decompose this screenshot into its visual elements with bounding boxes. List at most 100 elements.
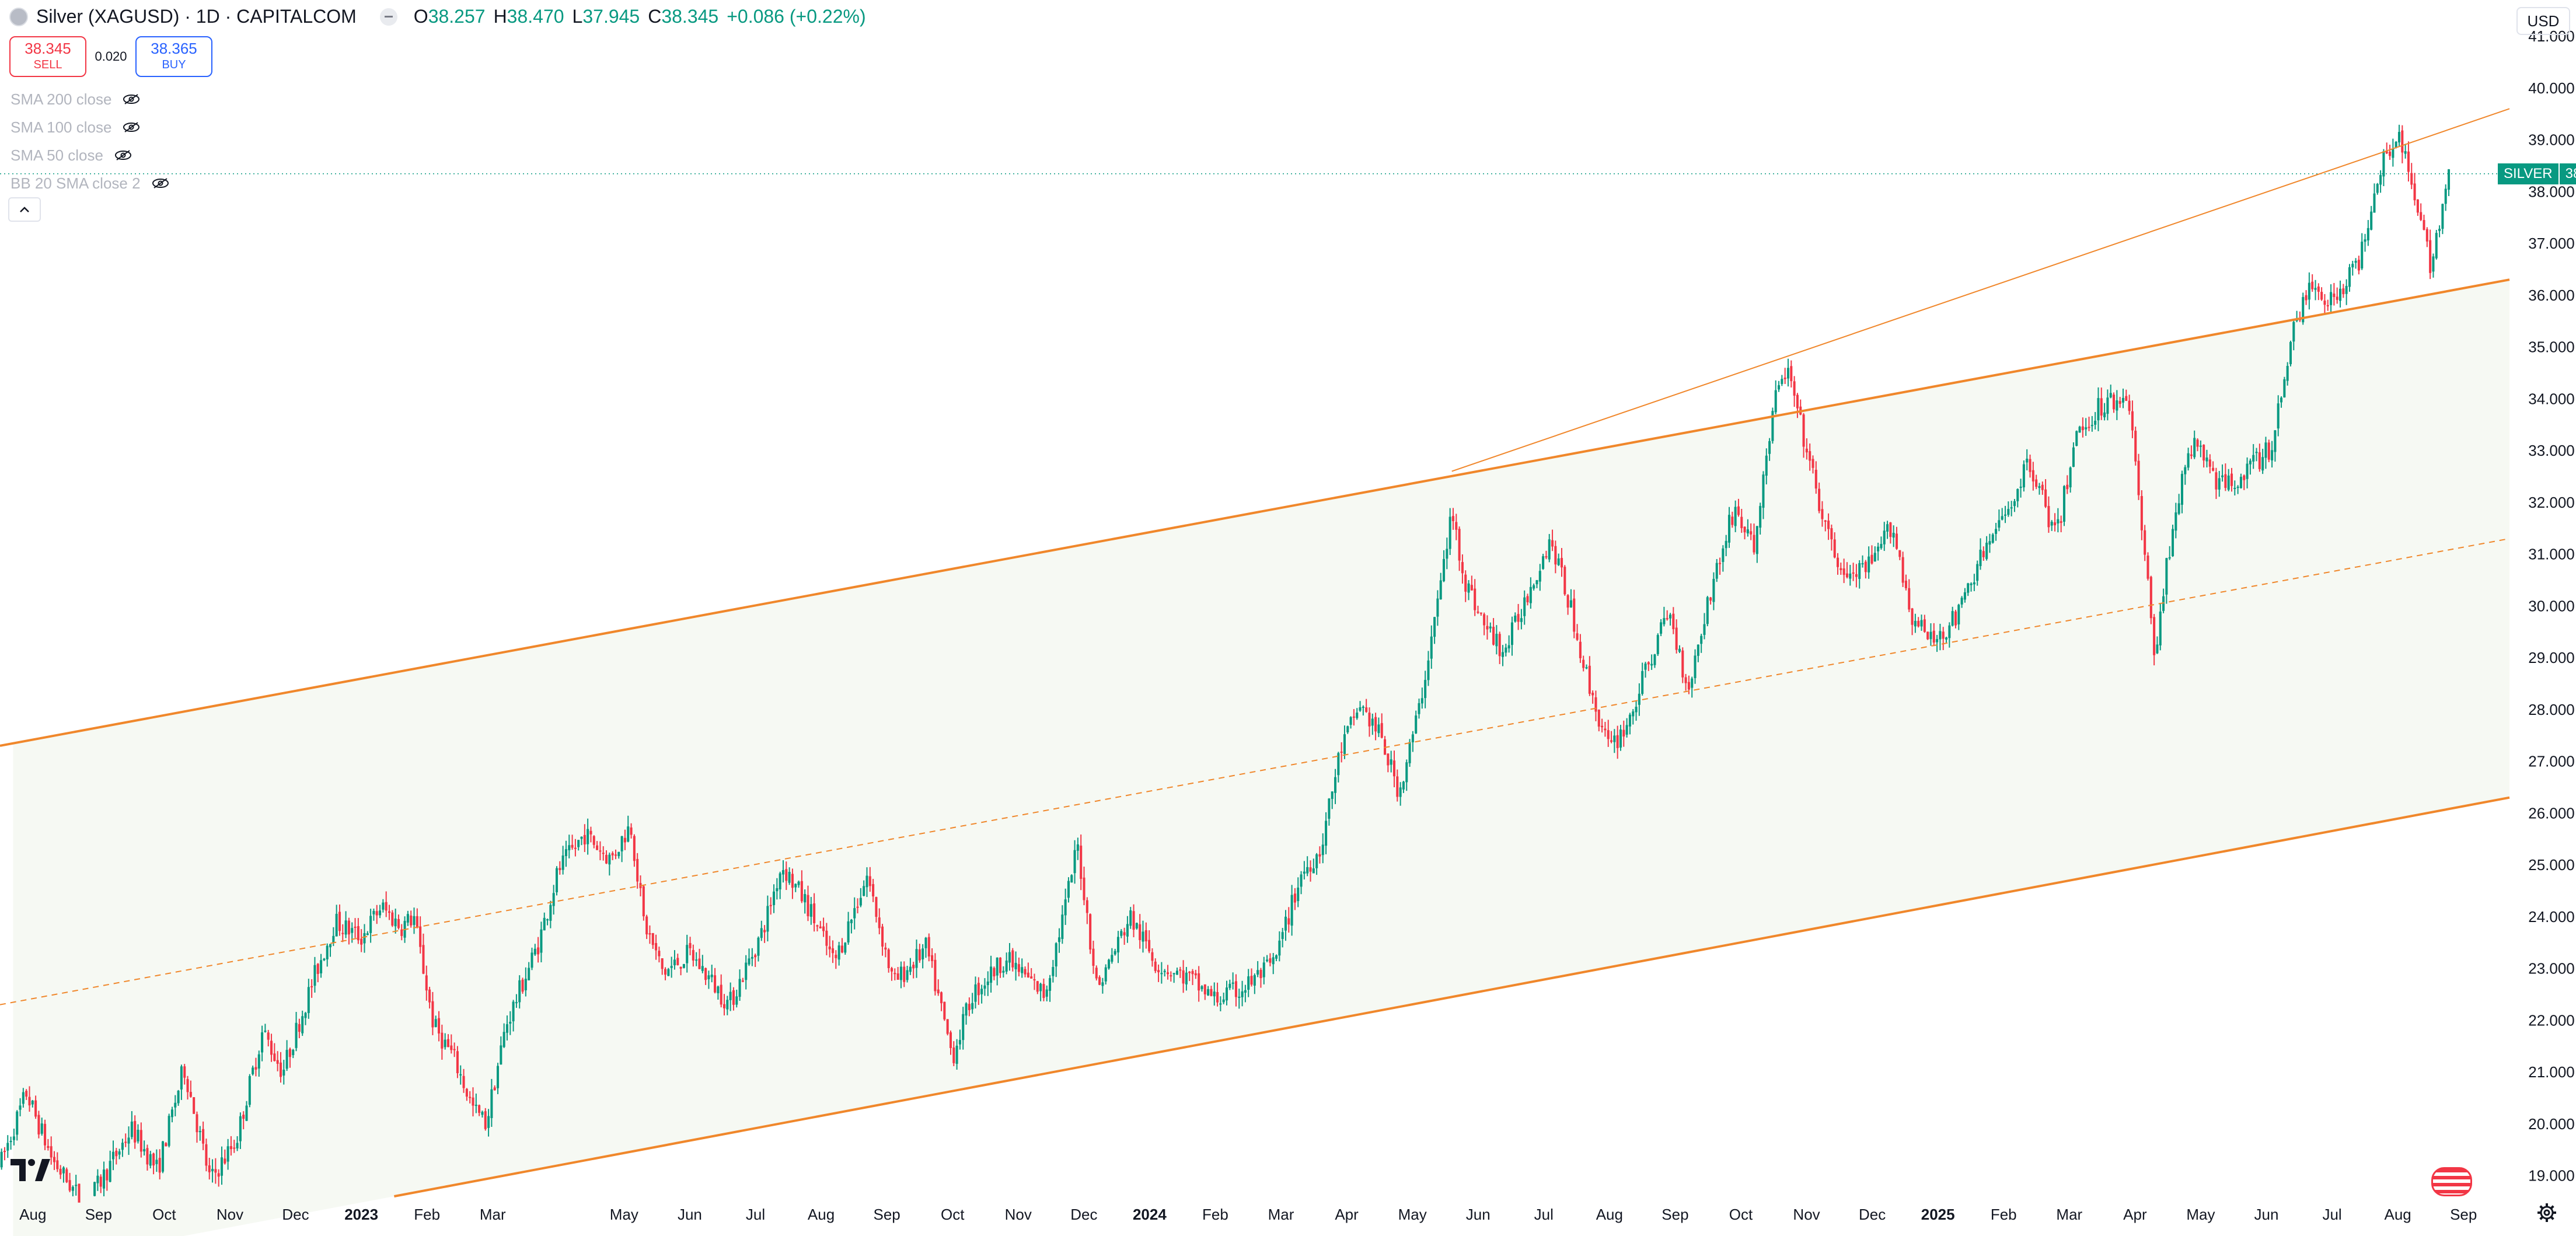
candle-body (608, 854, 611, 865)
candle (785, 861, 788, 891)
candle-body (1660, 622, 1663, 634)
candle-body (1579, 641, 1582, 658)
candle-body (446, 1039, 450, 1048)
candle (109, 1150, 111, 1182)
candle-body (673, 959, 676, 966)
indicator-sma50[interactable]: SMA 50 close (11, 141, 170, 169)
x-tick-label: Sep (2450, 1206, 2477, 1223)
candle-body (1492, 627, 1495, 645)
candle-body (2075, 431, 2078, 446)
candle-body (785, 869, 788, 881)
candle-body (1725, 540, 1727, 549)
candle-body (1929, 631, 1932, 640)
candle (245, 1101, 248, 1122)
candle-body (375, 911, 378, 916)
candle-body (617, 851, 620, 857)
candle-body (341, 933, 344, 934)
candle-body (1505, 647, 1507, 653)
gear-icon[interactable] (2534, 1200, 2560, 1225)
candle (1076, 837, 1079, 860)
candle-body (599, 850, 602, 852)
candle-body (1163, 970, 1166, 972)
candle-body (1498, 634, 1501, 657)
candle-body (791, 874, 794, 888)
candle-body (2019, 486, 2022, 488)
eye-off-icon[interactable] (114, 149, 132, 161)
candle (540, 921, 543, 962)
candle-body (2149, 577, 2152, 619)
candle-body (884, 947, 887, 950)
us-flag-icon[interactable] (2431, 1167, 2472, 1196)
candle-body (745, 962, 748, 980)
minus-icon[interactable] (379, 8, 397, 26)
indicator-sma100[interactable]: SMA 100 close (11, 113, 170, 141)
candle-body (490, 1089, 493, 1118)
candle (1762, 471, 1765, 519)
candle-body (139, 1130, 142, 1152)
candle-body (2066, 484, 2069, 490)
candle (146, 1144, 149, 1171)
indicator-bb20[interactable]: BB 20 SMA close 2 (11, 169, 170, 197)
candle-body (394, 919, 397, 927)
candle (1988, 533, 1991, 553)
candle-body (1318, 854, 1321, 857)
candle (1163, 969, 1166, 977)
candle-body (667, 969, 670, 976)
candle-body (1523, 597, 1526, 616)
candle-body (2134, 431, 2137, 462)
candle (323, 958, 326, 961)
candle (273, 1043, 276, 1062)
candle-body (1325, 820, 1328, 846)
candle (1470, 575, 1473, 591)
candle (1811, 455, 1814, 474)
indicator-label: SMA 100 close (11, 118, 112, 136)
candle (872, 879, 875, 902)
candle-body (93, 1182, 96, 1196)
eye-off-icon[interactable] (151, 177, 170, 189)
candle-body (952, 1047, 955, 1063)
eye-off-icon[interactable] (122, 93, 141, 105)
candle-body (9, 1141, 12, 1143)
symbol-icon[interactable] (9, 7, 28, 26)
candle (413, 907, 416, 934)
indicator-label: SMA 200 close (11, 90, 112, 108)
candle-body (2032, 470, 2034, 481)
candle-body (1170, 975, 1172, 977)
candle (999, 957, 1002, 978)
candle-body (968, 1004, 971, 1010)
candle (611, 851, 614, 861)
candle (2264, 437, 2267, 469)
candle (2261, 449, 2264, 474)
candle-body (2125, 396, 2128, 401)
candle (1569, 589, 1572, 608)
candle (2212, 461, 2215, 472)
candle-body (1278, 940, 1281, 956)
candle-body (1557, 558, 1560, 565)
collapse-legend-button[interactable] (8, 197, 41, 222)
candle (952, 1041, 955, 1066)
candle (2168, 546, 2171, 560)
candle (1781, 375, 1783, 386)
currency-button[interactable]: USD (2516, 7, 2570, 35)
candle-body (1474, 588, 1477, 610)
candle (1533, 583, 1535, 591)
candle-body (509, 1021, 512, 1024)
candle-body (19, 1105, 22, 1110)
x-tick-label: Dec (1859, 1206, 1886, 1223)
candle-body (1203, 984, 1206, 994)
candle (1917, 617, 1920, 628)
candle (1234, 974, 1237, 1007)
sell-button[interactable]: 38.345 SELL (9, 36, 86, 77)
candle-body (1526, 596, 1529, 603)
candle-body (2062, 486, 2066, 522)
candle (2109, 385, 2112, 399)
candle-body (1017, 964, 1020, 972)
eye-off-icon[interactable] (122, 121, 141, 133)
candle (1948, 622, 1951, 648)
tradingview-logo[interactable] (9, 1157, 51, 1183)
symbol-title[interactable]: Silver (XAGUSD) · 1D · CAPITALCOM (36, 6, 357, 27)
candle (2146, 552, 2149, 581)
indicator-sma200[interactable]: SMA 200 close (11, 85, 170, 113)
buy-button[interactable]: 38.365 BUY (135, 36, 212, 77)
